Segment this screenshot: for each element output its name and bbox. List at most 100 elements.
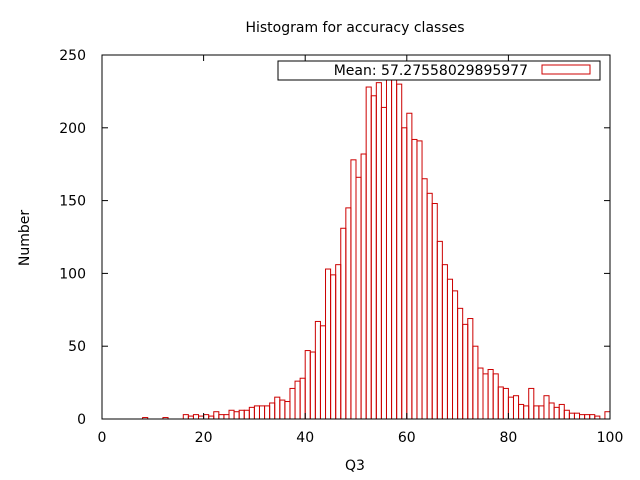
histogram-bar bbox=[452, 290, 459, 420]
histogram-bar bbox=[365, 86, 372, 420]
histogram-bar bbox=[528, 387, 535, 420]
histogram-bar bbox=[558, 403, 565, 420]
histogram-bar bbox=[253, 405, 260, 420]
histogram-bar bbox=[431, 203, 438, 420]
histogram-bar bbox=[543, 395, 550, 420]
histogram-bar bbox=[396, 83, 403, 420]
histogram-bar bbox=[304, 350, 311, 420]
histogram-bar bbox=[401, 127, 408, 420]
histogram-bar bbox=[360, 153, 367, 420]
histogram-bar bbox=[553, 406, 560, 420]
histogram-bar bbox=[264, 405, 271, 420]
histogram-bar bbox=[182, 414, 189, 420]
y-axis-label: Number bbox=[17, 210, 33, 266]
histogram-bar bbox=[355, 176, 362, 420]
histogram-bar bbox=[294, 380, 301, 420]
y-tick-label: 250 bbox=[59, 48, 86, 64]
y-tick-label: 150 bbox=[59, 194, 86, 210]
histogram-bar bbox=[380, 106, 387, 420]
histogram-bar bbox=[568, 412, 575, 420]
histogram-bar bbox=[274, 396, 281, 420]
histogram-bar bbox=[345, 207, 352, 420]
ticks-group: 0 20 40 60 80 100 0 50 100 150 200 250 bbox=[59, 48, 623, 446]
x-tick-label: 0 bbox=[98, 430, 107, 446]
x-tick-label: 60 bbox=[398, 430, 416, 446]
x-axis-label: Q3 bbox=[345, 458, 365, 474]
histogram-bar bbox=[330, 274, 337, 420]
histogram-bar bbox=[436, 240, 443, 420]
histogram-bar bbox=[406, 112, 413, 420]
histogram-bar bbox=[507, 396, 514, 420]
histogram-bar bbox=[192, 414, 200, 420]
histogram-bar bbox=[289, 387, 296, 420]
x-tick-label: 80 bbox=[499, 430, 517, 446]
histogram-bar bbox=[411, 138, 418, 420]
histogram-bar bbox=[477, 367, 484, 420]
y-tick-label: 100 bbox=[59, 266, 86, 282]
y-tick-label: 0 bbox=[77, 412, 86, 428]
histogram-bar bbox=[203, 414, 210, 420]
histogram-bar bbox=[523, 405, 530, 420]
histogram-bar bbox=[370, 95, 377, 420]
legend: Mean: 57.27558029895977 bbox=[277, 60, 601, 81]
histogram-bar bbox=[248, 406, 255, 420]
histogram-bar bbox=[589, 414, 596, 420]
histogram-bar bbox=[385, 76, 393, 420]
y-tick-label: 50 bbox=[68, 339, 86, 355]
histogram-bar bbox=[462, 323, 469, 420]
histogram-bar bbox=[218, 414, 225, 420]
histogram-bar bbox=[309, 351, 316, 420]
histogram-bar bbox=[472, 345, 479, 420]
x-tick-label: 40 bbox=[296, 430, 314, 446]
plot-frame bbox=[101, 54, 611, 420]
x-tick-label: 100 bbox=[597, 430, 624, 446]
histogram-bar bbox=[319, 325, 327, 420]
histogram-bar bbox=[340, 227, 347, 420]
histogram-bar bbox=[487, 368, 494, 420]
x-tick-label: 20 bbox=[195, 430, 213, 446]
histogram-bar bbox=[228, 409, 235, 420]
histogram-bar bbox=[223, 414, 230, 420]
histogram-bar bbox=[563, 409, 570, 420]
histogram-bar bbox=[502, 387, 509, 420]
legend-swatch bbox=[541, 64, 591, 75]
histogram-bar bbox=[314, 320, 321, 420]
histogram-bar bbox=[233, 411, 240, 420]
histogram-bar bbox=[284, 401, 291, 420]
histogram-bar bbox=[391, 69, 398, 420]
histogram-bar bbox=[457, 307, 464, 420]
histogram-bar bbox=[573, 412, 581, 420]
histogram-bar bbox=[497, 386, 504, 420]
legend-label: Mean: 57.27558029895977 bbox=[334, 63, 528, 79]
histogram-bar bbox=[446, 278, 454, 420]
histogram-bar bbox=[492, 373, 499, 420]
histogram-bar bbox=[375, 82, 382, 420]
histogram-bar bbox=[584, 414, 591, 420]
histogram-bar bbox=[426, 192, 433, 420]
histogram-bar bbox=[579, 414, 586, 420]
histogram-bar bbox=[538, 405, 545, 420]
legend-box bbox=[277, 60, 601, 81]
histogram-bar bbox=[482, 373, 489, 420]
histogram-bar bbox=[279, 399, 286, 420]
histogram-bar bbox=[533, 405, 540, 420]
histogram-bar bbox=[258, 405, 266, 420]
histogram-bar bbox=[335, 264, 342, 420]
histogram-bar bbox=[213, 411, 220, 420]
histogram-bar bbox=[441, 264, 448, 420]
histogram-bar bbox=[467, 318, 474, 420]
y-tick-label: 200 bbox=[59, 121, 86, 137]
histogram-bar bbox=[350, 159, 357, 420]
bars-group bbox=[142, 69, 611, 420]
histogram-bar bbox=[416, 140, 423, 420]
histogram-bar bbox=[325, 268, 332, 420]
histogram-bar bbox=[243, 409, 250, 420]
histogram-bar bbox=[421, 178, 428, 420]
histogram-bar bbox=[604, 411, 611, 420]
histogram-bar bbox=[512, 395, 520, 420]
chart-title: Histogram for accuracy classes bbox=[245, 20, 464, 36]
histogram-bar bbox=[548, 402, 555, 420]
histogram-bar bbox=[269, 402, 276, 420]
histogram-bar bbox=[238, 409, 245, 420]
